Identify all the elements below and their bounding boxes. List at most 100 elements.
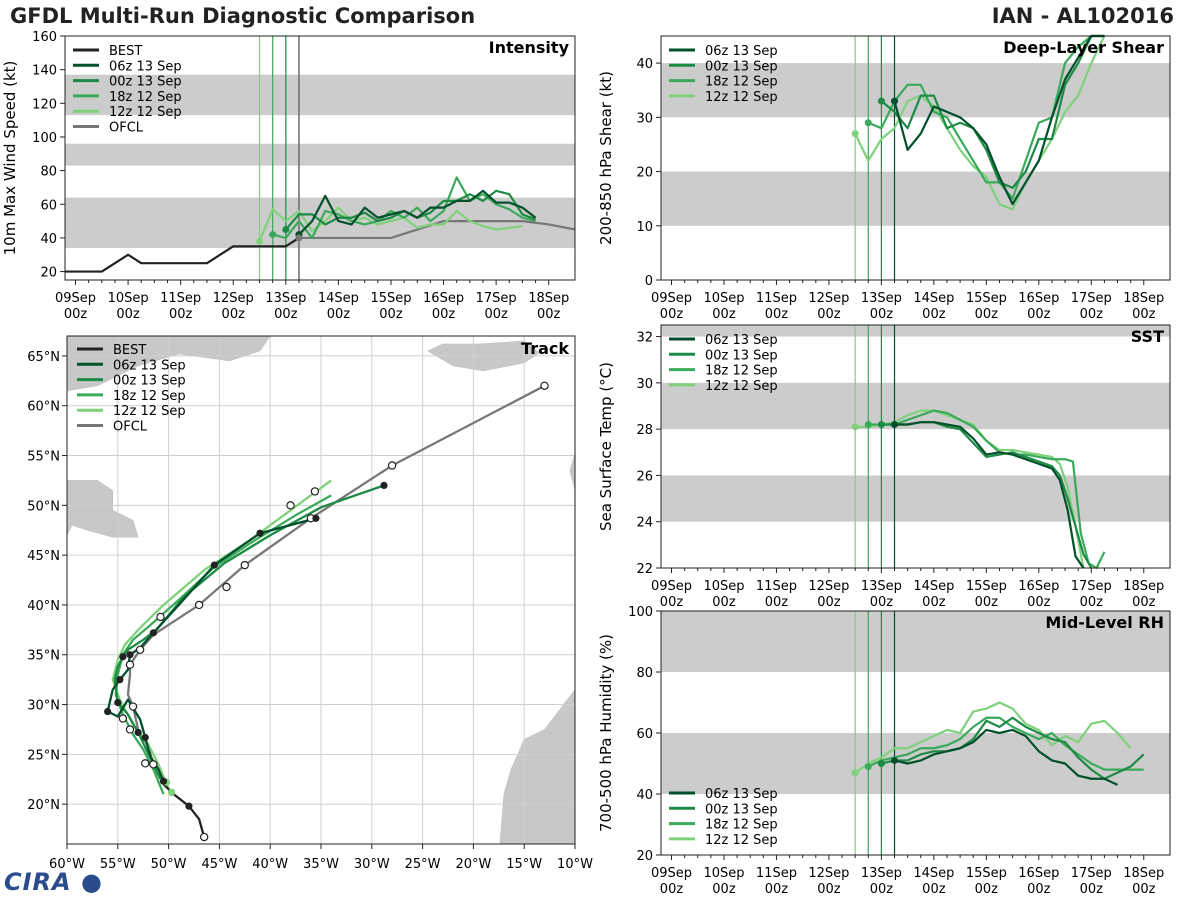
x-tick-sublabel: 00z — [484, 307, 508, 322]
series-line-12z-12-Sep — [258, 206, 523, 242]
y-tick-label: 30°N — [27, 699, 60, 714]
series-line-BEST — [65, 237, 300, 273]
land-newfoundland — [67, 480, 139, 538]
series-line-12z-12-Sep — [854, 701, 1132, 774]
y-tick-label: 10 — [636, 220, 653, 235]
track-line-OFCL — [126, 384, 546, 765]
logo-text: CIRA — [4, 868, 72, 896]
y-tick-label: 160 — [32, 30, 57, 45]
x-tick-sublabel: 00z — [870, 882, 894, 897]
track-marker — [104, 707, 112, 716]
x-tick-sublabel: 00z — [660, 882, 684, 897]
x-tick-label: 11Sep — [756, 291, 797, 306]
series-start-point — [256, 237, 264, 245]
track-marker — [156, 612, 165, 622]
track-marker — [256, 529, 264, 537]
x-tick-sublabel: 00z — [765, 307, 789, 322]
x-tick-sublabel: 00z — [660, 307, 684, 322]
x-tick-label: 16Sep — [1018, 579, 1059, 594]
series-start-point — [891, 421, 899, 429]
track-marker — [118, 714, 128, 723]
x-tick-label: 13Sep — [861, 579, 902, 594]
land-iberia — [574, 569, 575, 623]
shaded-band — [661, 171, 1170, 226]
panel-title: Deep-Layer Shear — [1003, 38, 1164, 57]
series-line-00z-13-Sep — [880, 34, 1105, 189]
x-tick-label: 10Sep — [703, 579, 744, 594]
x-tick-sublabel: 00z — [975, 882, 999, 897]
series-line-18z-12-Sep — [867, 34, 1105, 200]
series-line-18z-12-Sep — [272, 176, 536, 240]
panel-intensity: 2040608010012014016009Sep00z10Sep00z11Se… — [1, 30, 576, 322]
x-tick-label: 20°W — [455, 857, 491, 872]
x-tick-label: 13Sep — [861, 866, 902, 881]
x-tick-label: 45°W — [201, 857, 237, 872]
legend-label: 12z 12 Sep — [705, 833, 778, 848]
series-start-point — [864, 421, 872, 429]
ofcl-start-point — [295, 234, 303, 242]
x-tick-sublabel: 00z — [1080, 307, 1104, 322]
x-tick-sublabel: 00z — [870, 595, 894, 610]
x-tick-sublabel: 00z — [274, 307, 298, 322]
y-tick-label: 22 — [636, 562, 653, 577]
legend-label: BEST — [109, 44, 142, 59]
cira-globe-icon: ● — [80, 868, 103, 896]
track-marker — [540, 381, 549, 391]
x-tick-label: 14Sep — [913, 866, 954, 881]
series-start-point — [877, 97, 885, 105]
shaded-band — [65, 74, 575, 116]
shaded-band — [661, 325, 1170, 337]
x-tick-label: 17Sep — [1071, 291, 1112, 306]
series-start-point — [877, 421, 885, 429]
x-tick-sublabel: 00z — [537, 307, 561, 322]
x-tick-sublabel: 00z — [765, 882, 789, 897]
x-tick-label: 30°W — [354, 857, 390, 872]
series-start-point — [891, 97, 899, 105]
x-tick-sublabel: 00z — [870, 307, 894, 322]
track-marker — [194, 600, 204, 610]
panel-title: Mid-Level RH — [1045, 613, 1164, 632]
x-tick-sublabel: 00z — [922, 595, 946, 610]
track-marker — [141, 733, 149, 742]
x-tick-sublabel: 00z — [1132, 595, 1156, 610]
legend-label: 12z 12 Sep — [109, 105, 182, 120]
y-tick-label: 80 — [40, 165, 57, 180]
legend-label: 18z 12 Sep — [705, 364, 778, 379]
track-marker — [199, 832, 209, 842]
x-tick-label: 50°W — [151, 857, 187, 872]
y-tick-label: 100 — [628, 605, 653, 620]
x-tick-label: 11Sep — [756, 866, 797, 881]
y-tick-label: 100 — [32, 131, 57, 146]
x-tick-label: 18Sep — [1123, 866, 1164, 881]
panel-rh: 2040608010009Sep00z10Sep00z11Sep00z12Sep… — [597, 605, 1171, 897]
track-marker — [240, 560, 249, 570]
y-tick-label: 20 — [636, 166, 653, 181]
x-tick-label: 11Sep — [160, 291, 201, 306]
x-tick-label: 14Sep — [913, 291, 954, 306]
panel-sst: 22242628303209Sep00z10Sep00z11Sep00z12Se… — [597, 324, 1171, 610]
y-tick-label: 140 — [32, 64, 57, 79]
x-tick-label: 18Sep — [528, 291, 569, 306]
x-tick-sublabel: 00z — [1027, 882, 1051, 897]
legend-label: 00z 13 Sep — [705, 802, 778, 817]
y-tick-label: 20 — [40, 266, 57, 281]
y-tick-label: 60°N — [27, 400, 60, 415]
x-tick-sublabel: 00z — [975, 595, 999, 610]
x-tick-label: 16Sep — [423, 291, 464, 306]
x-tick-sublabel: 00z — [64, 307, 88, 322]
x-tick-sublabel: 00z — [222, 307, 246, 322]
y-axis-label: 700-500 hPa Humidity (%) — [597, 634, 615, 832]
legend-label: 18z 12 Sep — [109, 90, 182, 105]
track-marker — [116, 676, 124, 684]
y-tick-label: 40 — [40, 232, 57, 247]
legend-label: 00z 13 Sep — [705, 348, 778, 363]
x-tick-label: 10Sep — [703, 866, 744, 881]
x-tick-label: 09Sep — [651, 291, 692, 306]
x-tick-label: 15Sep — [966, 291, 1007, 306]
x-tick-sublabel: 00z — [817, 882, 841, 897]
y-axis-label: 10m Max Wind Speed (kt) — [1, 61, 19, 256]
track-marker — [135, 645, 145, 654]
y-tick-label: 35°N — [27, 649, 60, 664]
series-start-point — [864, 763, 872, 771]
x-tick-label: 35°W — [303, 857, 339, 872]
